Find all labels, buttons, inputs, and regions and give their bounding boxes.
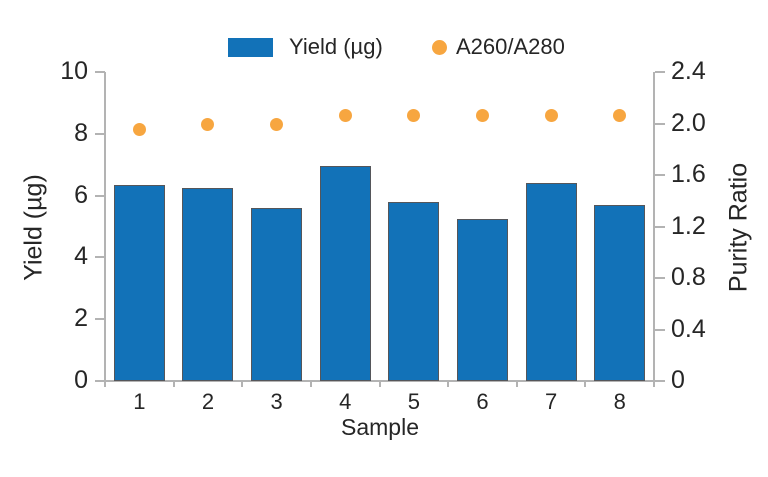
left-axis-tick-label: 0	[74, 366, 88, 394]
x-axis-tick	[584, 381, 587, 387]
right-axis-tick	[655, 225, 665, 228]
right-axis-tick-label: 2.0	[671, 108, 706, 137]
left-axis-tick	[95, 132, 105, 135]
scatter-point	[544, 109, 558, 123]
left-axis-line	[104, 72, 106, 381]
left-axis-tick-label: 2	[74, 304, 88, 333]
x-axis-tick-label: 4	[339, 389, 352, 414]
right-axis-tick	[655, 71, 665, 73]
bar	[456, 218, 508, 381]
x-axis-tick	[172, 381, 175, 387]
bar	[182, 187, 234, 381]
right-axis-tick-label: 1.6	[671, 160, 706, 188]
scatter-point	[475, 109, 489, 123]
left-axis-tick-label: 10	[60, 57, 88, 85]
x-axis-tick-label: 7	[544, 389, 558, 414]
bar	[594, 204, 646, 381]
bar	[319, 166, 371, 381]
x-axis-tick	[241, 381, 244, 387]
x-axis-tick	[653, 381, 655, 387]
legend-bar-label: Yield (µg)	[289, 34, 383, 59]
x-axis-tick	[378, 381, 381, 387]
left-axis-tick	[95, 256, 105, 259]
left-axis-tick	[95, 318, 105, 321]
right-axis-tick-label: 0	[671, 366, 685, 394]
x-axis-tick-label: 5	[407, 389, 420, 414]
right-axis-tick	[655, 174, 665, 176]
scatter-point	[613, 109, 627, 123]
scatter-point	[338, 109, 352, 123]
right-axis-tick	[655, 277, 665, 279]
right-axis-tick	[655, 328, 665, 331]
x-axis-tick-label: 2	[201, 389, 215, 414]
left-axis-tick-label: 4	[74, 242, 88, 271]
right-axis-tick-label: 1.2	[671, 211, 706, 240]
scatter-point	[407, 109, 421, 123]
legend-dot-label: A260/A280	[456, 34, 565, 59]
right-axis-tick-label: 0.8	[671, 263, 706, 291]
left-axis-tick	[95, 194, 105, 197]
scatter-point	[270, 118, 284, 132]
left-axis-tick	[95, 380, 105, 382]
bar	[388, 201, 440, 381]
x-axis-tick	[515, 381, 518, 387]
x-axis-tick-label: 8	[613, 389, 626, 414]
x-axis-tick	[104, 381, 106, 387]
right-axis-tick-label: 2.4	[671, 57, 706, 85]
bar	[525, 183, 577, 381]
x-axis-tick	[447, 381, 450, 387]
x-axis-tick-label: 3	[270, 389, 283, 414]
x-axis-title: Sample	[341, 414, 419, 440]
x-axis-tick	[309, 381, 312, 387]
legend-bar-swatch	[228, 38, 273, 57]
left-axis-tick-label: 8	[74, 118, 88, 147]
x-axis-tick-label: 6	[476, 389, 489, 414]
legend-dot-swatch	[432, 40, 447, 55]
right-axis-tick	[655, 380, 665, 382]
x-axis-tick-label: 1	[133, 389, 146, 414]
scatter-point	[132, 123, 146, 137]
right-axis-line	[653, 72, 655, 381]
right-axis-tick-label: 0.4	[671, 314, 706, 343]
left-axis-title: Yield (µg)	[19, 174, 48, 281]
bar	[251, 207, 303, 381]
bar	[113, 184, 165, 381]
scatter-point	[201, 118, 215, 132]
left-axis-tick	[95, 71, 105, 73]
left-axis-tick-label: 6	[74, 180, 88, 209]
right-axis-tick	[655, 122, 665, 125]
